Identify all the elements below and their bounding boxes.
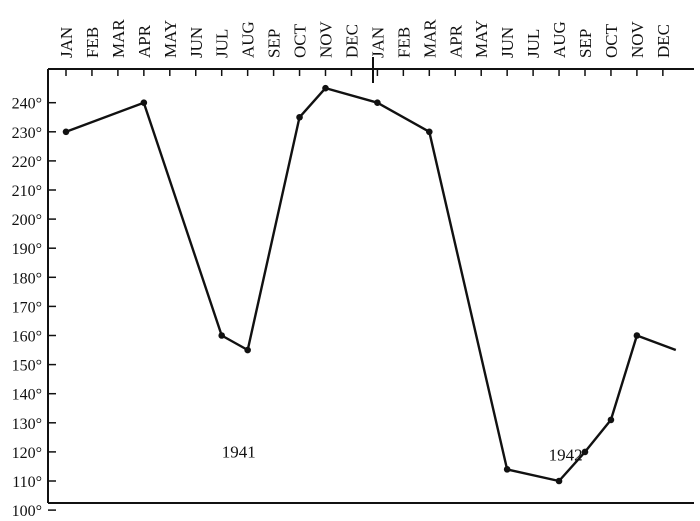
series-line <box>62 84 677 485</box>
year-label: 1941 <box>222 443 256 462</box>
x-axis-month-labels: JAN FEB MAR APR MAY JUN JUL AUG SEP OCT NOV DEC JAN F… <box>57 19 673 76</box>
y-tick-label: 120° <box>12 445 42 462</box>
data-point <box>62 128 70 136</box>
y-tick-label: 210° <box>12 183 42 200</box>
x-tick-label: NOV <box>317 20 336 58</box>
data-point <box>607 416 615 424</box>
x-tick-label: AUG <box>550 21 569 58</box>
y-tick-label: 130° <box>12 416 42 433</box>
y-tick-label: 170° <box>12 299 42 316</box>
data-point <box>322 84 329 92</box>
x-tick-label: OCT <box>602 23 621 58</box>
x-tick-label: JAN <box>57 27 76 58</box>
data-point <box>374 99 381 106</box>
data-point <box>296 113 303 121</box>
y-tick-label: 160° <box>12 329 42 346</box>
x-tick-label: SEP <box>265 29 284 58</box>
y-tick-label: 220° <box>12 154 42 171</box>
year-annotations: 1941 1942 <box>222 443 583 465</box>
data-point <box>244 346 251 354</box>
year-label: 1942 <box>549 446 583 465</box>
data-point <box>218 332 225 339</box>
y-tick-label: 230° <box>12 125 42 142</box>
x-tick-label: DEC <box>342 24 361 58</box>
x-tick-label: MAR <box>109 19 128 58</box>
data-point <box>633 332 641 339</box>
x-tick-label: MAY <box>161 20 180 58</box>
y-tick-label: 110° <box>12 474 42 491</box>
y-axis-temperature-labels: 240° 230° 220° 210° 200° 190° 180° 170° 160° 150°… <box>12 96 56 520</box>
x-tick-label: MAY <box>472 20 491 58</box>
data-point <box>426 128 433 136</box>
data-point <box>581 448 589 456</box>
x-tick-label: SEP <box>576 29 595 58</box>
x-tick-label: FEB <box>394 27 413 58</box>
y-tick-label: 200° <box>12 212 42 229</box>
data-point <box>140 99 148 106</box>
x-tick-label: MAR <box>420 19 439 58</box>
x-tick-label: FEB <box>83 27 102 58</box>
y-tick-label: 240° <box>12 96 42 113</box>
chart-axes <box>47 57 694 504</box>
y-tick-label: 190° <box>12 241 42 258</box>
x-tick-label: NOV <box>628 20 647 58</box>
data-point <box>555 477 563 485</box>
x-tick-label: JUN <box>498 27 517 58</box>
x-tick-label: DEC <box>654 24 673 58</box>
x-tick-label: OCT <box>291 23 310 58</box>
y-tick-label: 140° <box>12 387 42 404</box>
series-path <box>65 86 677 483</box>
data-point <box>503 466 511 473</box>
x-tick-label: JAN <box>368 27 387 58</box>
x-tick-label: JUL <box>524 29 543 58</box>
y-tick-label: 150° <box>12 358 42 375</box>
x-tick-label: JUL <box>213 29 232 58</box>
y-tick-label: 100° <box>12 503 42 520</box>
x-tick-label: APR <box>446 24 465 58</box>
x-tick-label: AUG <box>239 21 258 58</box>
x-tick-label: JUN <box>187 27 206 58</box>
x-tick-label: APR <box>135 24 154 58</box>
y-tick-label: 180° <box>12 270 42 287</box>
